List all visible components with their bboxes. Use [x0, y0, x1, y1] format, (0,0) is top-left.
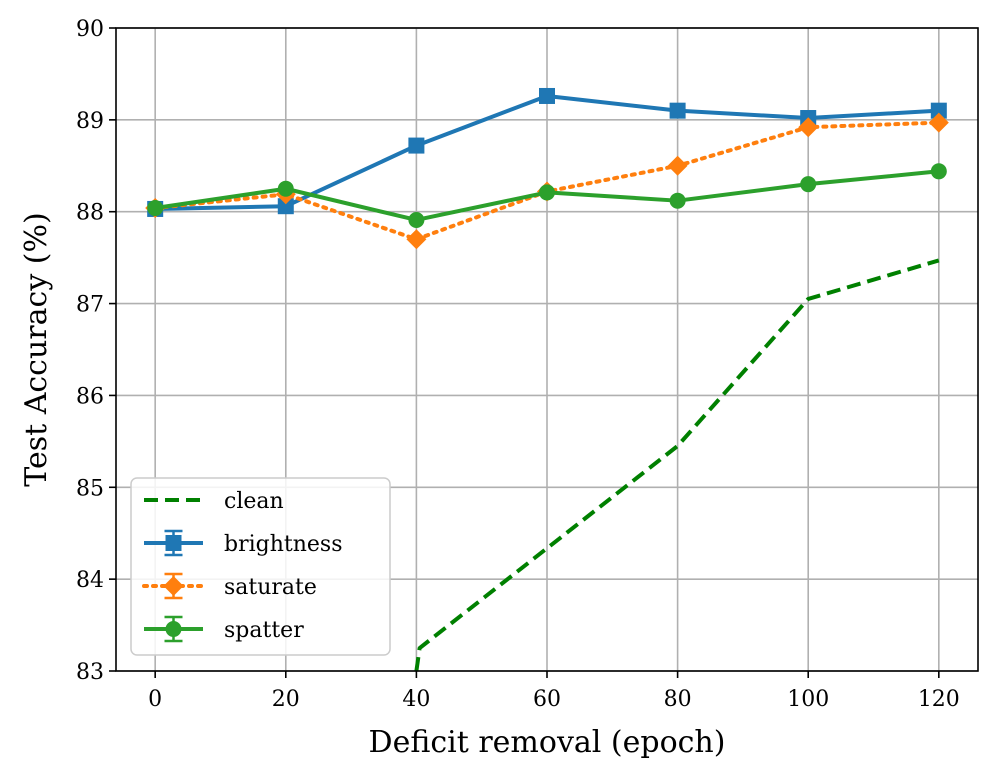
- brightness-point: [277, 198, 294, 215]
- saturate-point: [798, 117, 819, 138]
- spatter-point: [669, 192, 686, 209]
- series-spatter: [147, 163, 947, 228]
- legend: clean brightness saturate spatter: [130, 477, 391, 656]
- legend-marker-saturate: [163, 576, 184, 596]
- brightness-point: [408, 137, 425, 154]
- spatter-point: [930, 163, 947, 180]
- x-tick-label: 120: [918, 687, 960, 712]
- y-tick-label: 90: [76, 17, 104, 42]
- y-tick-label: 85: [76, 476, 104, 501]
- y-tick-label: 86: [76, 384, 104, 409]
- spatter-point: [539, 184, 555, 201]
- clean-line: [414, 258, 940, 672]
- brightness-point: [930, 102, 947, 119]
- legend-marker-brightness: [165, 535, 182, 551]
- x-tick-label: 20: [272, 687, 300, 712]
- series-layer: [145, 87, 949, 672]
- legend-label-spatter: spatter: [224, 618, 304, 643]
- x-tick-label: 40: [402, 687, 430, 712]
- saturate-point: [667, 155, 688, 176]
- y-axis-title: Test Accuracy (%): [19, 212, 54, 486]
- brightness-point: [669, 102, 686, 119]
- y-tick-label: 88: [76, 201, 104, 226]
- saturate-point: [406, 229, 427, 250]
- legend-label-saturate: saturate: [224, 575, 317, 600]
- axis-ticks: 0 20 40 60 80 100 120 83 84 85 86 87 88 89 90: [76, 17, 960, 712]
- saturate-point: [928, 112, 949, 133]
- legend-label-brightness: brightness: [224, 532, 343, 557]
- series-clean: [414, 258, 940, 672]
- y-tick-label: 87: [76, 293, 104, 318]
- x-axis-title: Deficit removal (epoch): [369, 725, 726, 760]
- x-tick-label: 60: [533, 687, 561, 712]
- x-tick-label: 100: [787, 687, 829, 712]
- y-tick-label: 84: [76, 568, 104, 593]
- x-tick-label: 80: [664, 687, 692, 712]
- x-tick-label: 0: [148, 687, 162, 712]
- y-tick-label: 89: [76, 109, 104, 134]
- brightness-point: [539, 87, 555, 104]
- legend-label-clean: clean: [224, 489, 284, 514]
- legend-frame: [130, 477, 391, 656]
- y-tick-label: 83: [76, 660, 104, 685]
- legend-marker-spatter: [165, 621, 182, 637]
- spatter-point: [277, 180, 294, 197]
- spatter-point: [800, 176, 817, 193]
- spatter-point: [408, 211, 425, 228]
- spatter-point: [147, 200, 164, 217]
